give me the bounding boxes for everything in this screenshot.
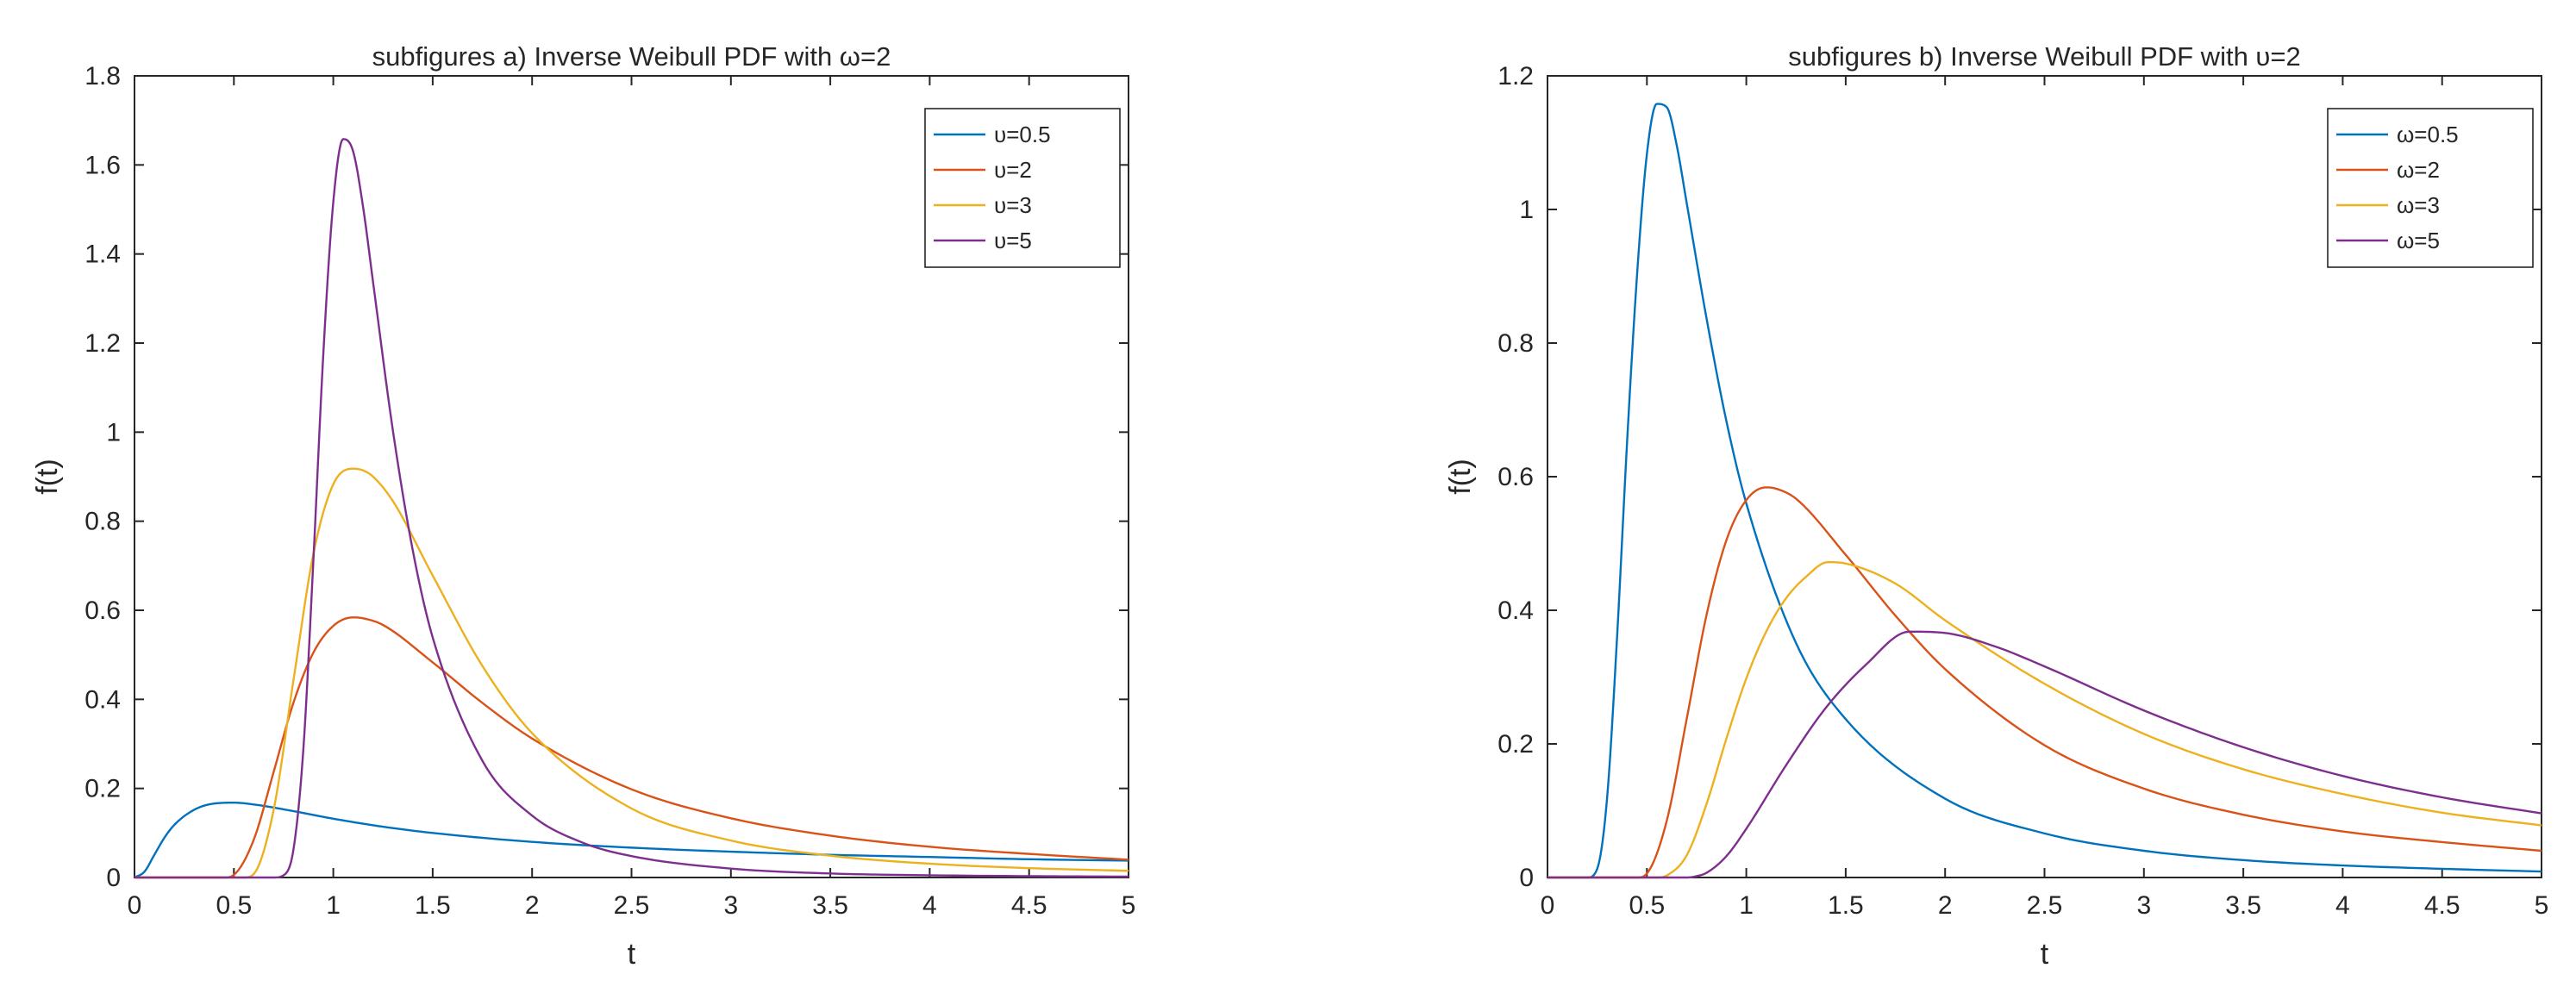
legend-label: υ=5 xyxy=(994,228,1032,253)
legend-label: υ=2 xyxy=(994,157,1032,183)
y-tick-label: 1.6 xyxy=(84,151,121,179)
y-tick-label: 0.8 xyxy=(84,508,121,536)
y-tick-label: 1.4 xyxy=(84,240,121,269)
legend-label: ω=0.5 xyxy=(2397,122,2459,147)
y-axis-label: f(t) xyxy=(31,459,64,495)
x-tick-label: 3 xyxy=(2136,891,2151,920)
series-line-3 xyxy=(134,467,1129,879)
series-line-4 xyxy=(134,138,1129,879)
legend-label: ω=2 xyxy=(2397,157,2440,183)
chart-panel-b: subfigures b) Inverse Weibull PDF with υ… xyxy=(1444,41,2548,971)
x-axis-label: t xyxy=(2041,938,2049,971)
y-tick-label: 0 xyxy=(106,864,121,892)
y-tick-label: 1.2 xyxy=(84,329,121,358)
x-tick-label: 0.5 xyxy=(1629,891,1665,920)
x-tick-label: 2.5 xyxy=(614,891,650,920)
x-axis-label: t xyxy=(628,938,636,971)
x-tick-label: 3.5 xyxy=(812,891,848,920)
y-tick-label: 0.4 xyxy=(84,685,121,714)
legend-label: υ=3 xyxy=(994,192,1032,218)
legend-label: ω=5 xyxy=(2397,228,2440,253)
x-tick-label: 1.5 xyxy=(1828,891,1864,920)
x-tick-label: 0 xyxy=(1541,891,1555,920)
y-tick-label: 0.2 xyxy=(1497,730,1534,759)
legend-label: ω=3 xyxy=(2397,192,2440,218)
x-tick-label: 5 xyxy=(1122,891,1136,920)
y-tick-label: 0.4 xyxy=(1497,596,1534,625)
chart-panel-a: subfigures a) Inverse Weibull PDF with ω… xyxy=(31,41,1135,971)
x-tick-label: 4.5 xyxy=(2424,891,2460,920)
y-tick-label: 0.8 xyxy=(1497,329,1534,358)
x-tick-label: 3.5 xyxy=(2225,891,2261,920)
y-tick-label: 0.6 xyxy=(1497,463,1534,491)
x-tick-label: 4 xyxy=(922,891,937,920)
y-tick-label: 1 xyxy=(106,418,121,447)
y-tick-label: 0.2 xyxy=(84,775,121,803)
x-tick-label: 2 xyxy=(525,891,540,920)
x-tick-label: 2.5 xyxy=(2027,891,2063,920)
series-line-1 xyxy=(1547,103,2542,879)
x-tick-label: 0 xyxy=(128,891,142,920)
y-axis-label: f(t) xyxy=(1444,459,1477,495)
x-tick-label: 0.5 xyxy=(216,891,252,920)
x-tick-label: 5 xyxy=(2535,891,2549,920)
series-line-2 xyxy=(1547,486,2542,879)
series-line-4 xyxy=(1547,630,2542,879)
series-line-2 xyxy=(134,616,1129,879)
x-tick-label: 2 xyxy=(1938,891,1953,920)
y-tick-label: 0.6 xyxy=(84,596,121,625)
x-tick-label: 1 xyxy=(326,891,341,920)
x-tick-label: 1.5 xyxy=(415,891,451,920)
x-tick-label: 3 xyxy=(723,891,738,920)
y-tick-label: 0 xyxy=(1519,864,1534,892)
x-tick-label: 4.5 xyxy=(1011,891,1047,920)
chart-title: subfigures a) Inverse Weibull PDF with ω… xyxy=(372,41,891,72)
series-line-3 xyxy=(1547,561,2542,879)
y-tick-label: 1.8 xyxy=(84,62,121,91)
chart-title: subfigures b) Inverse Weibull PDF with υ… xyxy=(1788,41,2300,72)
y-tick-label: 1.2 xyxy=(1497,62,1534,91)
y-tick-label: 1 xyxy=(1519,196,1534,224)
x-tick-label: 4 xyxy=(2335,891,2350,920)
x-tick-label: 1 xyxy=(1739,891,1754,920)
legend-label: υ=0.5 xyxy=(994,122,1051,147)
